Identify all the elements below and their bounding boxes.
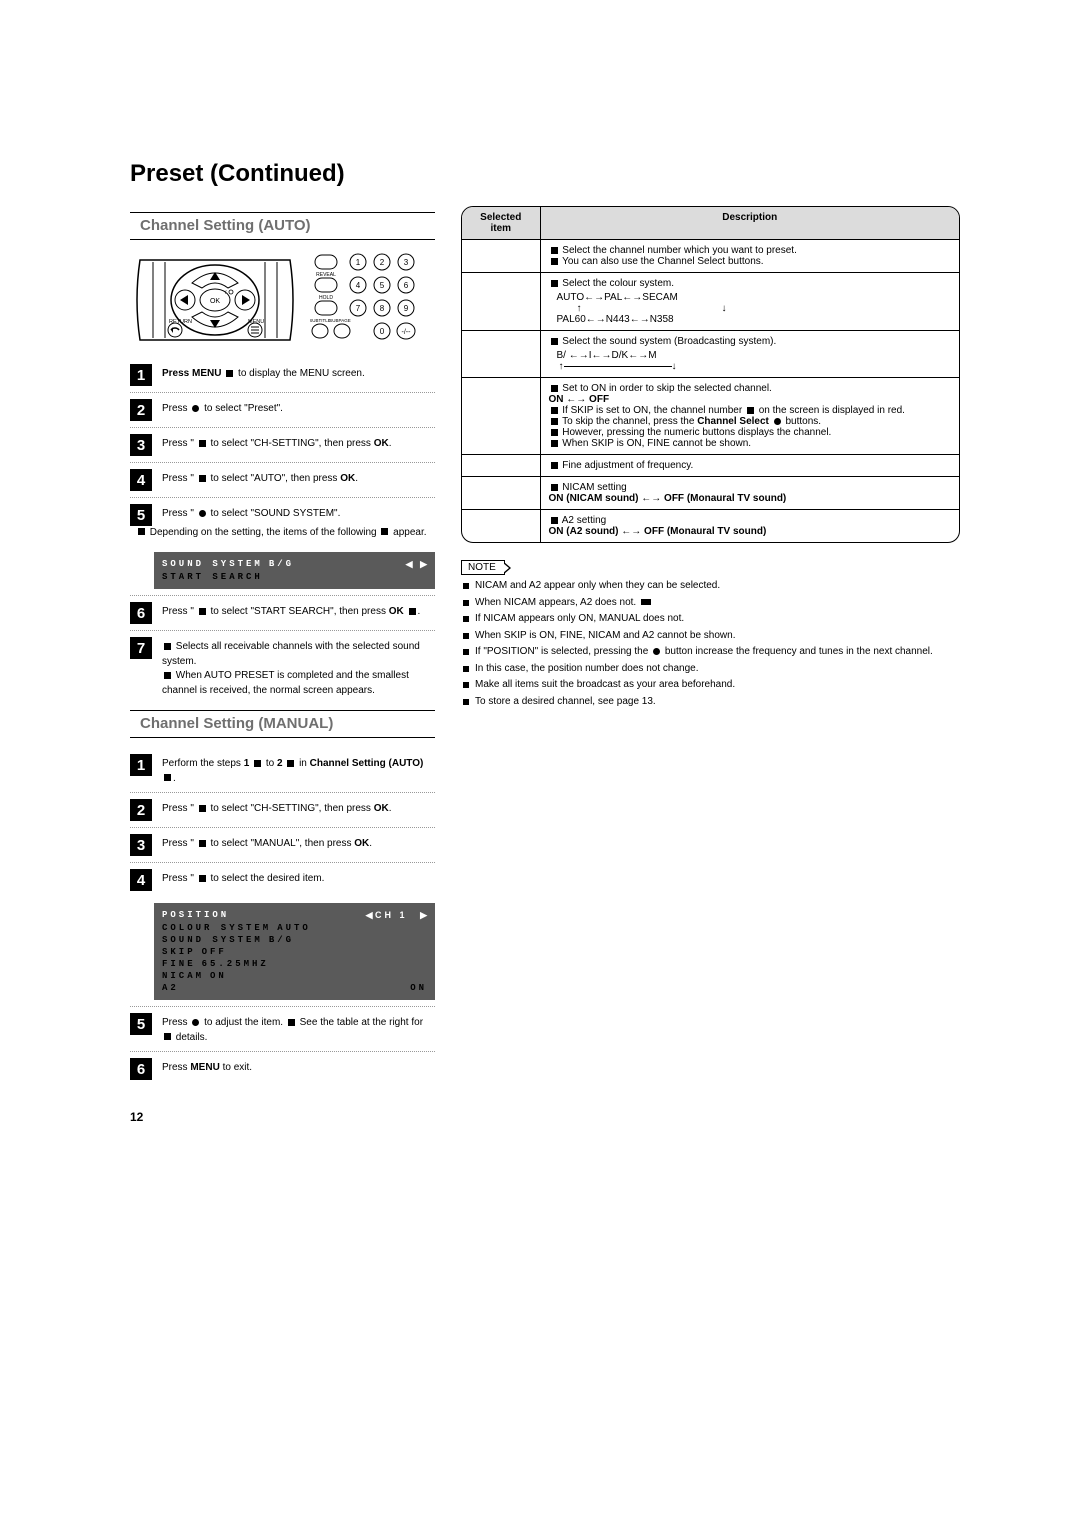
svg-text:HOLD: HOLD [319, 295, 333, 301]
note-label: NOTE [461, 560, 505, 575]
page-title: Preset (Continued) [130, 160, 960, 188]
svg-text:-/--: -/-- [402, 329, 412, 336]
svg-text:MENU: MENU [248, 319, 264, 325]
osd-auto: SOUND SYSTEMB/G◀ ▶ START SEARCH [154, 552, 435, 589]
svg-text:0: 0 [380, 327, 385, 336]
note-list: NICAM and A2 appear only when they can b… [463, 579, 960, 708]
svg-text:8: 8 [380, 304, 385, 313]
dpad-diagram: OK RETURN MENU / [130, 250, 300, 350]
svg-text:5: 5 [380, 281, 385, 290]
page-number: 12 [130, 1110, 143, 1124]
manual-steps: 1 Perform the steps 1 to 2 in Channel Se… [130, 748, 435, 897]
svg-text:REVEAL: REVEAL [316, 272, 336, 278]
section-manual-heading: Channel Setting (MANUAL) [130, 710, 435, 738]
step-num: 1 [130, 364, 152, 386]
remote-diagram: OK RETURN MENU / [130, 250, 435, 350]
svg-text:SUBPAGE: SUBPAGE [329, 318, 350, 323]
svg-text:1: 1 [356, 258, 361, 267]
svg-text:RETURN: RETURN [169, 319, 192, 325]
svg-text:7: 7 [356, 304, 361, 313]
svg-text:SUBTITLE: SUBTITLE [310, 318, 331, 323]
svg-text:4: 4 [356, 281, 361, 290]
svg-text:9: 9 [404, 304, 409, 313]
svg-text:2: 2 [380, 258, 385, 267]
auto-steps: 1 Press MENU to display the MENU screen.… [130, 358, 435, 546]
osd-manual: POSITION◀ CH 1 ▶ COLOUR SYSTEMAUTO SOUND… [154, 903, 435, 1000]
svg-text:3: 3 [404, 258, 409, 267]
description-table: Selected item Description Select the cha… [461, 206, 960, 543]
section-auto-heading: Channel Setting (AUTO) [130, 212, 435, 240]
keypad-diagram: 1 2 3 REVEAL 4 5 6 HOLD 7 8 [310, 250, 425, 350]
svg-text:6: 6 [404, 281, 409, 290]
ok-label: OK [210, 298, 220, 305]
